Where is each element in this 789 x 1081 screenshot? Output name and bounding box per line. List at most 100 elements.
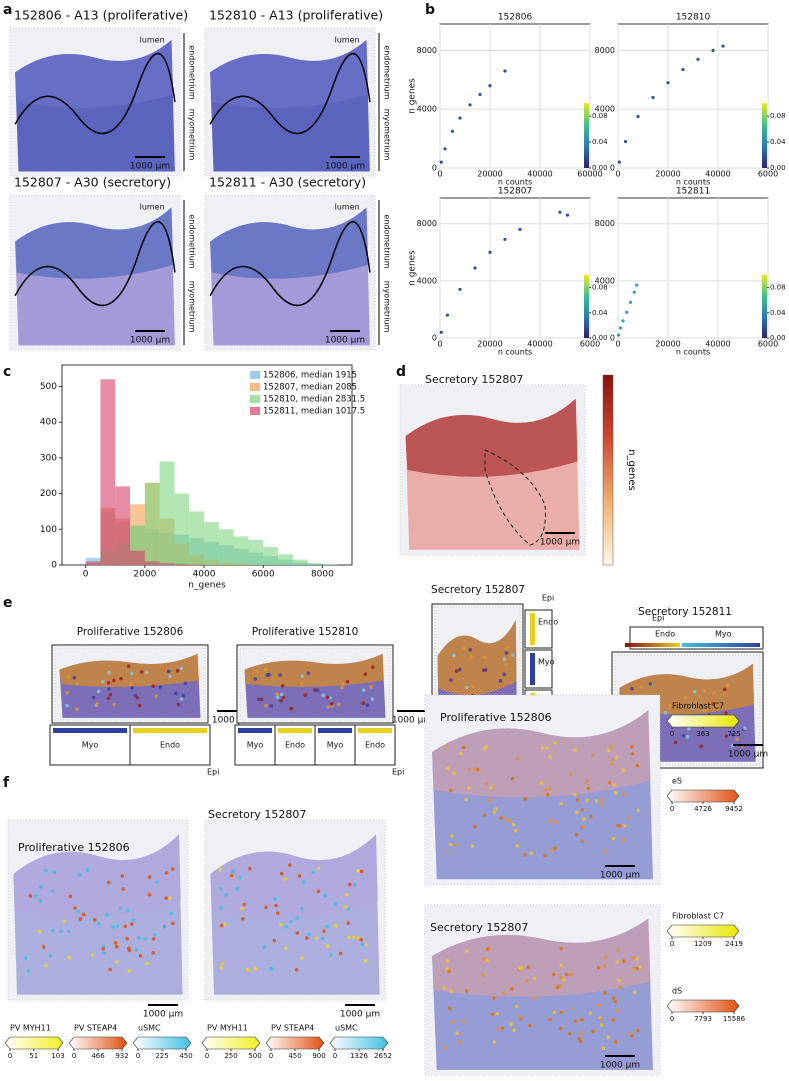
spot [341,682,346,687]
spot [108,967,112,972]
spot [673,740,678,745]
colorbar-tick-label: 932 [115,1052,128,1060]
histogram-bar [144,482,160,565]
spot [304,936,309,940]
point [617,160,621,164]
legend-label: Endo [365,741,385,750]
spot [346,907,351,911]
spot [573,1019,578,1024]
spot [580,807,585,812]
spot [224,893,228,897]
colorbar-tick-label: 0 [72,1052,76,1060]
spot [90,953,95,957]
colorbar [666,999,740,1013]
colorbar [265,1036,325,1050]
plot-title: 152811 [676,187,710,197]
spot [264,703,268,708]
spot [504,651,509,655]
x-tick-label: 0 [437,340,442,349]
spot [38,899,43,903]
legend-label: Myo [247,741,264,750]
spot [356,936,360,940]
spot [639,685,644,689]
tissue-top [432,710,651,798]
spot [599,802,604,806]
image-title: Secretory 152807 [430,921,528,934]
spot [289,706,294,711]
spot [683,695,687,700]
spot [692,690,697,694]
region-boundary [209,221,371,307]
tissue-top [15,39,174,108]
spot [67,955,71,960]
spot [742,726,747,730]
scale-label: 1000 µm [392,716,432,726]
legend-box [524,609,553,649]
spot [151,684,155,689]
spot [464,685,469,690]
spot [361,688,366,692]
spot [481,973,486,978]
spot [85,868,90,872]
spot [603,955,608,960]
spot [312,688,317,692]
spot [279,871,284,876]
spot [130,671,134,675]
spot [166,669,171,674]
spot [222,922,227,927]
histogram-bar [115,486,131,565]
spot [112,702,116,707]
spot [559,801,563,806]
point [721,44,725,48]
spot [544,788,548,792]
spot [273,897,278,901]
spot [288,863,292,867]
spot [320,936,325,941]
spot [510,986,514,991]
spot [306,671,311,675]
spot [106,696,111,701]
spot [245,967,250,972]
colorbar-tick-label: 466 [91,1052,105,1060]
spot [588,1011,593,1015]
spot [667,703,672,708]
spot [496,1026,501,1031]
histogram-bar [322,564,338,565]
point [618,326,623,330]
colorbar-tick-label: 7793 [694,1015,712,1023]
x-tick-label: 20000 [655,340,680,349]
spot [297,874,302,878]
colorbar-tick-label: 0 [333,1052,337,1060]
spot [102,951,107,956]
x-tick-label: 20000 [477,170,502,179]
spot [106,880,111,885]
spot [505,818,510,823]
spot [340,685,344,690]
plot-title: 152810 [676,13,711,23]
spot [462,646,467,650]
spot [41,945,46,949]
y-tick-label: 0 [432,334,437,343]
spot [155,880,159,885]
spot [457,667,462,672]
spot [722,691,727,696]
panel-letter: b [425,2,435,18]
spot [490,1012,495,1017]
histogram-bar [263,547,279,565]
panel-letter: e [3,595,13,611]
histogram-bar [174,493,190,565]
spot [364,943,369,947]
spot [352,882,357,887]
spot [722,687,727,692]
point [458,287,462,292]
spot [611,996,616,1000]
spot [553,820,558,825]
legend-swatch [250,395,260,403]
legend-color [238,728,272,733]
point [711,48,715,53]
point [488,250,492,254]
legend-label: Endo [655,630,675,639]
spot [580,839,584,843]
spot [545,792,550,797]
